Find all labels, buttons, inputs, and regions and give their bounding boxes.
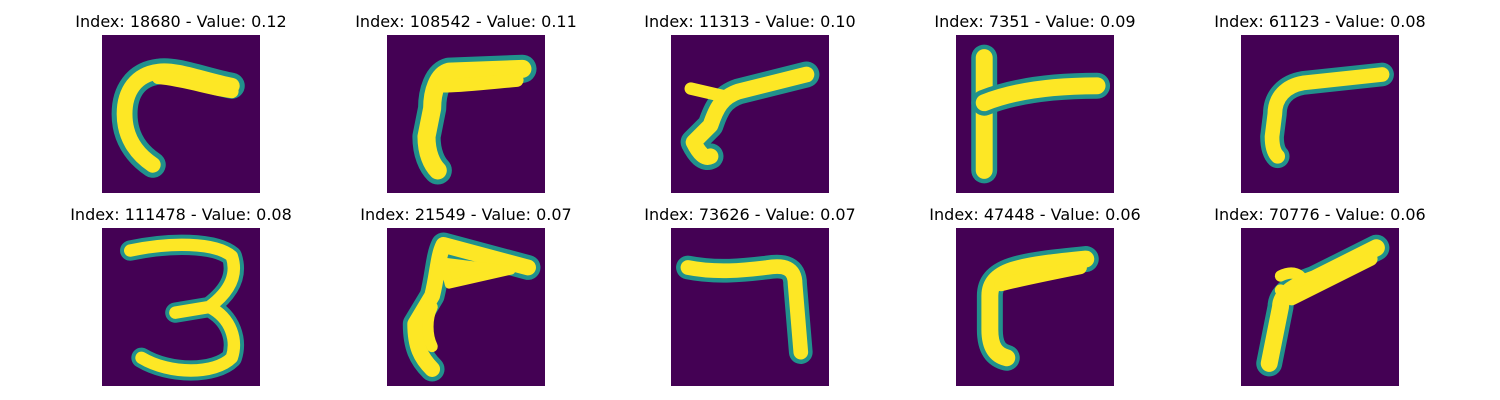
- digit-image: [1241, 35, 1399, 193]
- digit-image: [102, 35, 260, 193]
- panel-2: Index: 108542 - Value: 0.11: [355, 12, 577, 193]
- digit-image: [671, 35, 829, 193]
- digit-image: [956, 35, 1114, 193]
- panel-1: Index: 18680 - Value: 0.12: [75, 12, 287, 193]
- panel-7: Index: 21549 - Value: 0.07: [360, 205, 572, 386]
- digit-image: [1241, 228, 1399, 386]
- panel-6: Index: 111478 - Value: 0.08: [70, 205, 292, 386]
- panel-title: Index: 111478 - Value: 0.08: [70, 205, 292, 224]
- panel-title: Index: 18680 - Value: 0.12: [75, 12, 287, 31]
- panel-5: Index: 61123 - Value: 0.08: [1214, 12, 1426, 193]
- panel-title: Index: 73626 - Value: 0.07: [644, 205, 856, 224]
- panel-10: Index: 70776 - Value: 0.06: [1214, 205, 1426, 386]
- panel-title: Index: 47448 - Value: 0.06: [929, 205, 1141, 224]
- panel-title: Index: 108542 - Value: 0.11: [355, 12, 577, 31]
- digit-image: [387, 35, 545, 193]
- panel-title: Index: 11313 - Value: 0.10: [644, 12, 856, 31]
- panel-title: Index: 61123 - Value: 0.08: [1214, 12, 1426, 31]
- digit-image: [102, 228, 260, 386]
- image-background: [671, 35, 829, 193]
- digit-image: [956, 228, 1114, 386]
- digit-image: [671, 228, 829, 386]
- panel-title: Index: 70776 - Value: 0.06: [1214, 205, 1426, 224]
- digit-image: [387, 228, 545, 386]
- panel-title: Index: 7351 - Value: 0.09: [934, 12, 1136, 31]
- panel-9: Index: 47448 - Value: 0.06: [929, 205, 1141, 386]
- panel-4: Index: 7351 - Value: 0.09: [934, 12, 1136, 193]
- panel-title: Index: 21549 - Value: 0.07: [360, 205, 572, 224]
- panel-3: Index: 11313 - Value: 0.10: [644, 12, 856, 193]
- panel-8: Index: 73626 - Value: 0.07: [644, 205, 856, 386]
